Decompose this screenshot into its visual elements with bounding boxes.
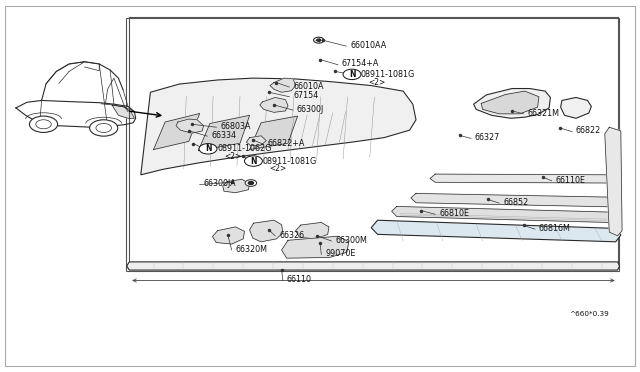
Polygon shape	[246, 136, 266, 146]
Polygon shape	[430, 174, 620, 183]
Text: 66010AA: 66010AA	[351, 41, 387, 50]
Polygon shape	[371, 220, 621, 242]
Polygon shape	[561, 97, 591, 118]
Text: 08911-1081G: 08911-1081G	[361, 70, 415, 79]
Text: 66810E: 66810E	[439, 209, 469, 218]
Polygon shape	[223, 179, 250, 193]
Text: 67154+A: 67154+A	[342, 60, 379, 68]
Polygon shape	[198, 115, 250, 151]
Circle shape	[314, 37, 324, 43]
Polygon shape	[176, 119, 204, 133]
Polygon shape	[474, 89, 550, 118]
Text: 66822+A: 66822+A	[268, 139, 305, 148]
Text: <2>: <2>	[225, 152, 242, 161]
FancyBboxPatch shape	[5, 6, 635, 366]
Text: 66816M: 66816M	[539, 224, 571, 233]
Circle shape	[343, 69, 361, 80]
Polygon shape	[141, 78, 416, 175]
Circle shape	[36, 120, 51, 129]
Circle shape	[248, 182, 253, 185]
Polygon shape	[411, 193, 616, 207]
Text: 66334: 66334	[211, 131, 236, 140]
Text: 66320M: 66320M	[236, 245, 268, 254]
Text: 66300J: 66300J	[297, 105, 324, 114]
Circle shape	[199, 144, 217, 154]
Text: 66326: 66326	[279, 231, 304, 240]
Text: 08911-1081G: 08911-1081G	[262, 157, 317, 166]
Text: N: N	[349, 70, 355, 79]
Text: 66010A: 66010A	[293, 82, 324, 91]
Circle shape	[245, 180, 257, 186]
Text: N: N	[250, 157, 257, 166]
Text: 66110E: 66110E	[556, 176, 586, 185]
Text: 66852: 66852	[503, 198, 528, 207]
Polygon shape	[260, 97, 288, 112]
Text: 66110: 66110	[287, 275, 312, 284]
Circle shape	[244, 156, 262, 166]
Text: 66321M: 66321M	[527, 109, 559, 118]
Text: 67154: 67154	[293, 92, 318, 100]
Polygon shape	[112, 105, 134, 118]
Polygon shape	[212, 227, 244, 244]
Text: ^660*0.39: ^660*0.39	[570, 311, 609, 317]
Text: <2>: <2>	[368, 78, 385, 87]
Polygon shape	[282, 236, 349, 258]
Circle shape	[90, 120, 118, 136]
Polygon shape	[154, 113, 200, 150]
Polygon shape	[296, 222, 329, 239]
Polygon shape	[392, 206, 613, 222]
Text: 66300JA: 66300JA	[204, 179, 236, 188]
Polygon shape	[270, 78, 296, 92]
Circle shape	[29, 116, 58, 132]
Circle shape	[96, 124, 111, 132]
Polygon shape	[605, 127, 622, 236]
Text: 66327: 66327	[475, 133, 500, 142]
Text: 66300M: 66300M	[335, 236, 367, 245]
Text: 66803A: 66803A	[220, 122, 251, 131]
Polygon shape	[127, 262, 620, 270]
Text: 99070E: 99070E	[325, 249, 355, 258]
Text: <2>: <2>	[269, 164, 287, 173]
Polygon shape	[250, 116, 298, 150]
Polygon shape	[481, 91, 539, 114]
Polygon shape	[250, 220, 283, 242]
Text: 66822: 66822	[576, 126, 601, 135]
Text: N: N	[205, 144, 211, 153]
Circle shape	[317, 39, 321, 41]
Text: 08911-1062G: 08911-1062G	[218, 144, 272, 153]
